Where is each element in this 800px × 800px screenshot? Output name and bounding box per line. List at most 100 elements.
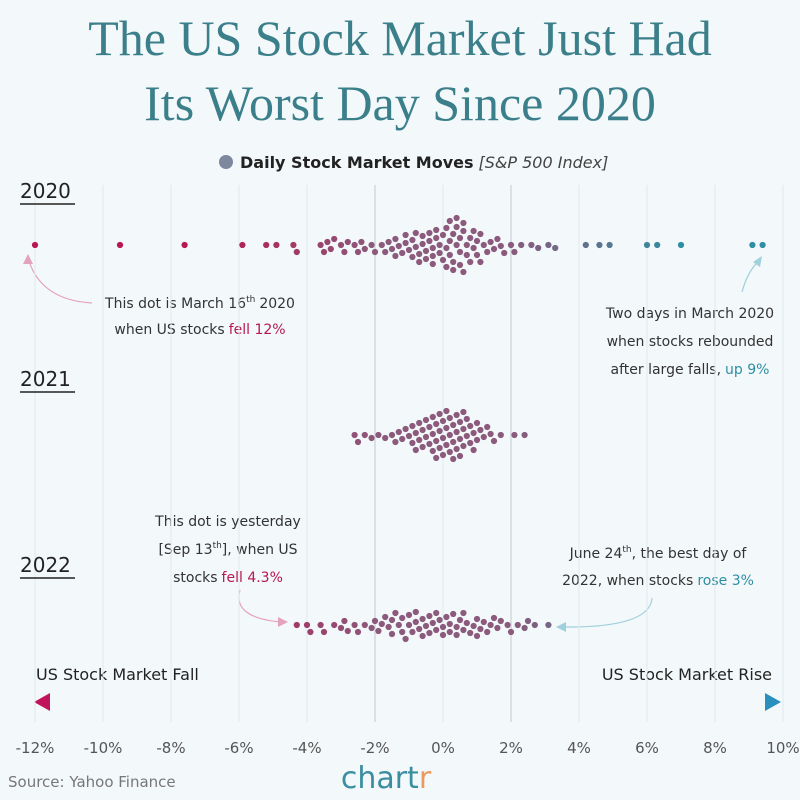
dot xyxy=(371,617,379,625)
dot xyxy=(470,446,477,454)
dot xyxy=(446,251,453,259)
dot xyxy=(524,617,532,625)
dot xyxy=(385,238,392,246)
dot xyxy=(324,238,331,246)
dot xyxy=(521,624,528,632)
dot xyxy=(344,627,351,635)
dot xyxy=(426,440,433,448)
dot xyxy=(497,431,504,439)
dot xyxy=(433,437,440,445)
dot xyxy=(378,620,385,628)
dot xyxy=(361,245,368,253)
ann-highlight: fell 12% xyxy=(229,322,286,338)
dot xyxy=(473,436,481,444)
dot xyxy=(446,414,453,422)
dot xyxy=(460,408,467,416)
dot xyxy=(446,628,453,636)
dot xyxy=(453,241,460,249)
dot xyxy=(344,238,351,246)
dot xyxy=(446,448,453,456)
dot xyxy=(416,419,423,427)
dot xyxy=(426,237,433,245)
dot xyxy=(419,232,426,240)
dot xyxy=(453,623,460,631)
x-tick-label: -4% xyxy=(292,739,321,757)
dot xyxy=(494,624,501,632)
dot xyxy=(443,441,450,449)
dot xyxy=(470,622,477,630)
dot xyxy=(446,431,453,439)
dot xyxy=(402,239,409,247)
dot xyxy=(375,627,382,635)
annotation: when US stocks fell 12% xyxy=(114,322,285,338)
dot xyxy=(433,234,440,242)
dot xyxy=(552,244,559,252)
dot xyxy=(371,248,379,256)
dot xyxy=(480,241,487,249)
dot xyxy=(303,621,311,629)
dot xyxy=(399,435,406,443)
dot xyxy=(473,615,481,623)
dot xyxy=(327,245,334,253)
x-tick-label: 8% xyxy=(703,739,727,757)
dot xyxy=(463,241,470,249)
arrow xyxy=(561,597,653,628)
x-tick-label: 10% xyxy=(766,739,799,757)
dot xyxy=(456,418,464,426)
dot xyxy=(416,258,423,266)
dot xyxy=(545,241,552,249)
dot xyxy=(439,256,447,264)
x-tick-label: -2% xyxy=(360,739,389,757)
dot xyxy=(643,241,651,249)
dot xyxy=(405,621,413,629)
x-tick-label: -12% xyxy=(16,739,55,757)
dot xyxy=(354,248,362,256)
dot xyxy=(433,454,440,462)
dot xyxy=(436,616,443,624)
dot xyxy=(436,410,443,418)
x-tick-label: -10% xyxy=(84,739,123,757)
dot xyxy=(504,621,511,629)
ann-highlight: up 9% xyxy=(725,362,769,378)
dot xyxy=(456,452,464,460)
dot xyxy=(273,241,280,249)
dot xyxy=(436,249,443,257)
logo: chartr xyxy=(341,761,432,796)
dot xyxy=(473,251,481,259)
dot xyxy=(181,241,188,249)
dot xyxy=(606,241,613,249)
dot xyxy=(443,424,450,432)
ann-text: , the best day of xyxy=(632,546,748,562)
dot xyxy=(412,429,419,437)
dot xyxy=(460,268,467,276)
dot xyxy=(433,609,440,617)
dot xyxy=(453,631,460,639)
dot xyxy=(463,251,470,259)
dot xyxy=(531,621,538,629)
dot xyxy=(477,258,484,266)
dot xyxy=(439,451,447,459)
dot xyxy=(453,445,460,453)
dot xyxy=(405,432,413,440)
dot xyxy=(422,255,430,263)
dot xyxy=(412,243,419,251)
dot xyxy=(368,241,375,249)
dot xyxy=(749,241,756,249)
dot xyxy=(477,426,484,434)
dot xyxy=(507,628,515,636)
dot xyxy=(426,612,433,620)
dot xyxy=(320,628,328,636)
arrowhead xyxy=(753,256,762,267)
dot xyxy=(654,241,661,249)
dot xyxy=(358,238,365,246)
x-tick-label: -6% xyxy=(224,739,253,757)
dot xyxy=(409,236,416,244)
ann-text: stocks xyxy=(173,570,217,586)
dot xyxy=(409,439,416,447)
dot xyxy=(361,621,368,629)
dot xyxy=(382,434,389,442)
dot xyxy=(412,229,419,237)
dot xyxy=(473,419,481,427)
dot xyxy=(443,407,450,415)
dot xyxy=(490,245,498,253)
